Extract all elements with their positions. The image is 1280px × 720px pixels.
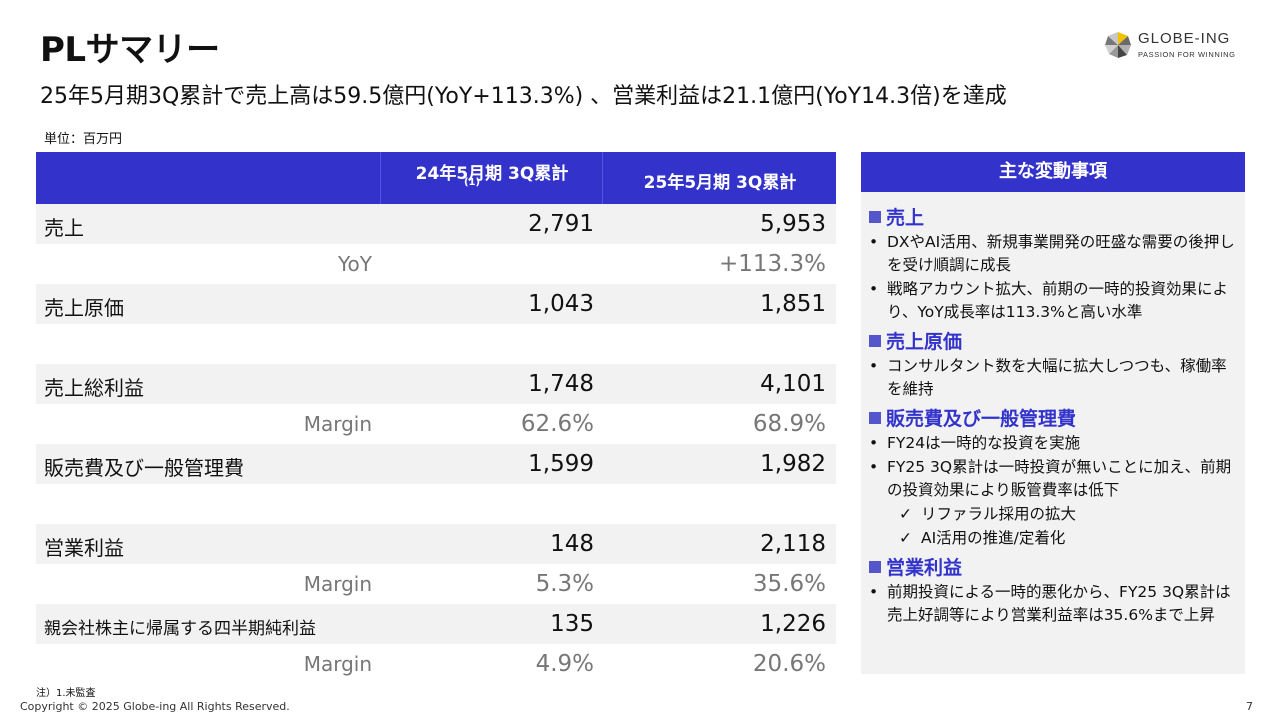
footnote: 注）1.未監査: [36, 688, 96, 699]
table-row-operating-profit: 営業利益 148 2,118: [36, 524, 836, 564]
table-row-net-income: 親会社株主に帰属する四半期純利益 135 1,226: [36, 604, 836, 644]
value-fy24: 1,599: [528, 451, 594, 477]
bullet-item: • FY24は一時的な投資を実施: [869, 432, 1235, 455]
table-row-sales: 売上 2,791 5,953: [36, 204, 836, 244]
changes-panel: 主な変動事項 売上 • DXやAI活用、新規事業開発の旺盛な需要の後押しを受け順調…: [861, 152, 1245, 674]
globe-segments-icon: [1105, 32, 1131, 58]
table-row-operating-margin: Margin 5.3% 35.6%: [36, 564, 836, 604]
table-row-sga: 販売費及び一般管理費 1,599 1,982: [36, 444, 836, 484]
value-fy24: 4.9%: [535, 651, 594, 677]
row-label: Margin: [303, 652, 372, 676]
bullet-text: 前期投資による一時的悪化から、FY25 3Q累計は売上好調等により営業利益率は3…: [887, 583, 1231, 624]
value-fy25: 4,101: [760, 371, 826, 397]
value-fy24: 135: [550, 611, 594, 637]
bullet-dot-icon: •: [869, 458, 879, 476]
checkmark-icon: ✓: [899, 505, 912, 523]
section-heading-text: 営業利益: [886, 557, 963, 579]
bullet-dot-icon: •: [869, 583, 879, 601]
row-label: 親会社株主に帰属する四半期純利益: [44, 619, 316, 639]
row-label: 営業利益: [44, 536, 124, 560]
bullet-text: コンサルタント数を大幅に拡大しつつも、稼働率を維持: [887, 357, 1227, 398]
header-col-fy24-footnote: (1): [463, 177, 481, 188]
row-label: 売上総利益: [44, 376, 144, 400]
logo-tagline: PASSION FOR WINNING: [1138, 50, 1236, 59]
company-logo: GLOBE-ING PASSION FOR WINNING: [1104, 30, 1244, 64]
value-fy25: 2,118: [760, 531, 826, 557]
square-bullet-icon: [869, 412, 881, 424]
table-row-gross-profit: 売上総利益 1,748 4,101: [36, 364, 836, 404]
section-heading-cost-of-sales: 売上原価: [869, 330, 1235, 354]
value-fy25: +113.3%: [719, 251, 826, 277]
value-fy25: 1,851: [760, 291, 826, 317]
header-col-fy24-label: 24年5月期 3Q累計: [415, 164, 569, 184]
bullet-dot-icon: •: [869, 434, 879, 452]
square-bullet-icon: [869, 335, 881, 347]
square-bullet-icon: [869, 211, 881, 223]
bullet-item: • DXやAI活用、新規事業開発の旺盛な需要の後押しを受け順調に成長: [869, 231, 1235, 277]
value-fy25: 1,226: [760, 611, 826, 637]
section-heading-text: 販売費及び一般管理費: [886, 408, 1077, 430]
value-fy25: 5,953: [760, 211, 826, 237]
bullet-item: • コンサルタント数を大幅に拡大しつつも、稼働率を維持: [869, 355, 1235, 401]
logo-name: GLOBE-ING: [1138, 30, 1231, 47]
check-text: AI活用の推進/定着化: [921, 529, 1066, 547]
bullet-dot-icon: •: [869, 357, 879, 375]
row-label: 売上原価: [44, 296, 124, 320]
row-label: 売上: [44, 216, 84, 240]
check-item: ✓ AI活用の推進/定着化: [869, 526, 1235, 550]
check-item: ✓ リファラル採用の拡大: [869, 502, 1235, 526]
bullet-text: FY25 3Q累計は一時投資が無いことに加え、前期の投資効果により販管費率は低下: [887, 458, 1232, 499]
pl-table-header: 24年5月期 3Q累計 (1) 25年5月期 3Q累計: [36, 152, 836, 204]
page-subtitle: 25年5月期3Q累計で売上高は59.5億円(YoY+113.3%) 、営業利益は…: [40, 84, 1007, 109]
bullet-item: • FY25 3Q累計は一時投資が無いことに加え、前期の投資効果により販管費率は低…: [869, 456, 1235, 502]
table-row-sales-yoy: YoY +113.3%: [36, 244, 836, 284]
table-row-gross-margin: Margin 62.6% 68.9%: [36, 404, 836, 444]
value-fy25: 20.6%: [752, 651, 826, 677]
bullet-text: 戦略アカウント拡大、前期の一時的投資効果により、YoY成長率は113.3%と高い…: [887, 280, 1229, 321]
section-heading-sales: 売上: [869, 206, 1235, 230]
value-fy24: 5.3%: [535, 571, 594, 597]
value-fy24: 1,043: [528, 291, 594, 317]
row-label: Margin: [303, 572, 372, 596]
value-fy24: 2,791: [528, 211, 594, 237]
row-label: YoY: [337, 252, 372, 276]
header-col-fy25-label: 25年5月期 3Q累計: [643, 173, 797, 193]
section-heading-text: 売上: [886, 207, 925, 229]
row-label: 販売費及び一般管理費: [44, 456, 244, 480]
value-fy24: 1,748: [528, 371, 594, 397]
bullet-text: FY24は一時的な投資を実施: [887, 434, 1081, 452]
value-fy25: 1,982: [760, 451, 826, 477]
value-fy25: 35.6%: [752, 571, 826, 597]
bullet-text: DXやAI活用、新規事業開発の旺盛な需要の後押しを受け順調に成長: [887, 233, 1235, 274]
section-heading-operating-profit: 営業利益: [869, 556, 1235, 580]
table-row-cost-of-sales: 売上原価 1,043 1,851: [36, 284, 836, 324]
table-row-spacer: [36, 484, 836, 524]
table-row-net-margin: Margin 4.9% 20.6%: [36, 644, 836, 684]
value-fy25: 68.9%: [752, 411, 826, 437]
checkmark-icon: ✓: [899, 529, 912, 547]
bullet-item: • 前期投資による一時的悪化から、FY25 3Q累計は売上好調等により営業利益率は…: [869, 581, 1235, 627]
section-heading-sga: 販売費及び一般管理費: [869, 407, 1235, 431]
unit-label: 単位：百万円: [44, 132, 123, 147]
table-row-spacer: [36, 324, 836, 364]
value-fy24: 148: [550, 531, 594, 557]
header-col-fy24: 24年5月期 3Q累計 (1): [380, 152, 603, 204]
bullet-dot-icon: •: [869, 233, 879, 251]
pl-table: 24年5月期 3Q累計 (1) 25年5月期 3Q累計 売上 2,791 5,9…: [36, 152, 836, 684]
copyright: Copyright © 2025 Globe-ing All Rights Re…: [20, 700, 290, 713]
square-bullet-icon: [869, 561, 881, 573]
section-heading-text: 売上原価: [886, 331, 963, 353]
check-text: リファラル採用の拡大: [921, 505, 1077, 523]
changes-panel-body: 売上 • DXやAI活用、新規事業開発の旺盛な需要の後押しを受け順調に成長 • 戦略…: [861, 192, 1245, 627]
header-col-fy25: 25年5月期 3Q累計: [602, 152, 837, 204]
value-fy24: 62.6%: [520, 411, 594, 437]
changes-panel-title: 主な変動事項: [861, 152, 1245, 192]
bullet-dot-icon: •: [869, 280, 879, 298]
page-number: 7: [1246, 700, 1253, 713]
bullet-item: • 戦略アカウント拡大、前期の一時的投資効果により、YoY成長率は113.3%と高…: [869, 278, 1235, 324]
row-label: Margin: [303, 412, 372, 436]
page-title: PLサマリー: [40, 30, 220, 70]
